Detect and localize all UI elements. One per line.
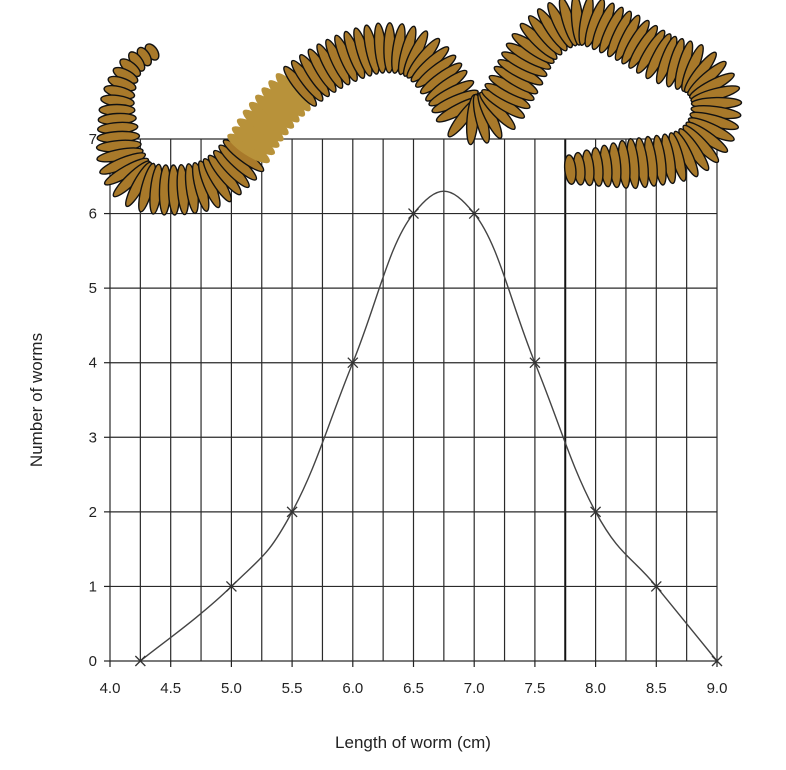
- x-marker: [286, 506, 298, 518]
- grid: [109, 138, 718, 662]
- worm-segment: [268, 80, 306, 117]
- data-point: [711, 655, 723, 667]
- earthworm-illustration: [95, 0, 743, 216]
- series-line-path: [139, 190, 718, 662]
- x-marker: [650, 580, 662, 592]
- y-tick-label: 7: [89, 131, 97, 148]
- x-tick-label: 8.0: [585, 680, 606, 697]
- x-marker: [134, 655, 146, 667]
- x-marker: [468, 208, 480, 220]
- y-tick-label: 5: [89, 280, 97, 297]
- x-marker: [347, 357, 359, 369]
- x-marker: [590, 506, 602, 518]
- x-marker: [529, 357, 541, 369]
- y-tick-label: 2: [89, 504, 97, 521]
- x-tick-label: 8.5: [646, 680, 667, 697]
- data-point: [347, 357, 359, 369]
- x-marker: [225, 580, 237, 592]
- y-tick-label: 1: [89, 578, 97, 595]
- y-tick-label: 6: [89, 206, 97, 223]
- x-tick-label: 7.0: [464, 680, 485, 697]
- x-tick-label: 6.5: [403, 680, 424, 697]
- worm-segment: [275, 73, 311, 112]
- x-tick-label: 5.0: [221, 680, 242, 697]
- worm-segment: [261, 87, 300, 123]
- x-tick-label: 4.5: [160, 680, 181, 697]
- data-point: [590, 506, 602, 518]
- tick-labels: 4.0 4.5 5.0 5.5 6.0 6.5 7.0 7.5 8.0 8.5 9.0 0 1 2 3 4 5 6…: [89, 131, 728, 697]
- x-tick-label: 4.0: [100, 680, 121, 697]
- x-marker: [711, 655, 723, 667]
- worm-segment: [248, 101, 289, 136]
- x-tick-label: 9.0: [707, 680, 728, 697]
- x-marker: [408, 208, 419, 220]
- worm-segment: [231, 126, 276, 156]
- y-axis-title: Number of worms: [27, 333, 46, 467]
- worm-segment: [227, 133, 270, 164]
- data-point: [529, 357, 541, 369]
- data-point: [468, 208, 480, 220]
- data-point: [408, 208, 419, 220]
- data-point: [225, 580, 237, 592]
- data-point: [134, 655, 146, 667]
- worm-segment: [242, 109, 284, 142]
- worm-segment: [563, 154, 577, 185]
- x-axis-title: Length of worm (cm): [335, 733, 491, 752]
- worm-segment: [255, 94, 295, 129]
- y-tick-label: 4: [89, 355, 97, 372]
- data-point: [650, 580, 662, 592]
- worm-segment: [236, 118, 280, 148]
- x-tick-label: 6.0: [342, 680, 363, 697]
- series-line: [134, 190, 723, 667]
- data-point: [286, 506, 298, 518]
- x-tick-label: 5.5: [282, 680, 303, 697]
- x-tick-label: 7.5: [524, 680, 545, 697]
- y-tick-label: 0: [89, 653, 97, 670]
- y-tick-label: 3: [89, 429, 97, 446]
